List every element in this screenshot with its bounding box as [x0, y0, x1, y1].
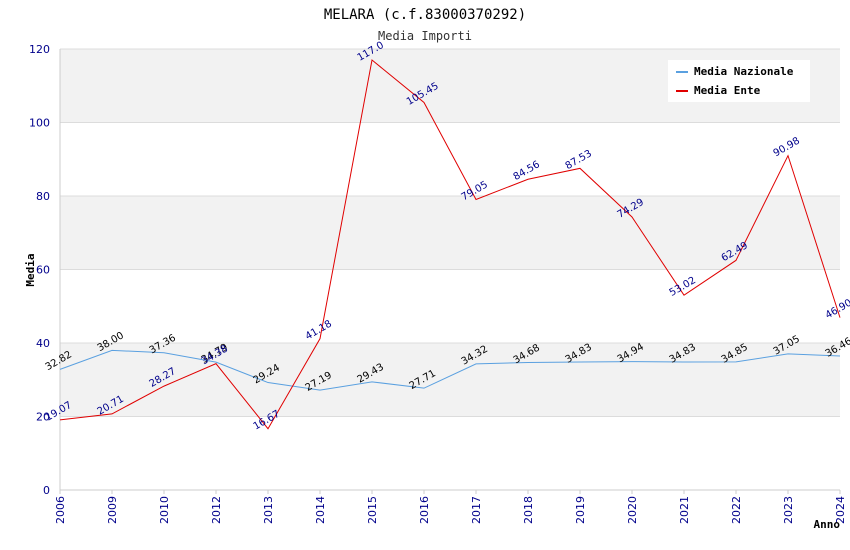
y-tick-label: 80	[36, 190, 50, 203]
y-axis-ticks: 0 20 40 60 80 100 120	[29, 43, 50, 497]
grid-band	[60, 196, 840, 270]
series-line-nazionale	[59, 349, 841, 391]
x-tick-label: 2018	[522, 496, 535, 524]
legend-box	[668, 60, 810, 102]
series-line-ente	[59, 59, 841, 430]
x-tick-label: 2024	[834, 496, 847, 524]
x-tick-label: 2009	[106, 496, 119, 524]
x-tick-label: 2013	[262, 496, 275, 524]
chart-subtitle: Media Importi	[378, 29, 472, 43]
legend-label-nazionale: Media Nazionale	[694, 65, 794, 78]
grid-band	[60, 416, 840, 490]
x-axis-ticks: 2006 2009 2010 2012 2013 2014 2015 2016 2017 2018…	[54, 490, 847, 524]
grid-band	[60, 343, 840, 417]
y-tick-label: 40	[36, 337, 50, 350]
x-tick-label: 2019	[574, 496, 587, 524]
grid-band	[60, 122, 840, 196]
legend: Media Nazionale Media Ente	[668, 60, 810, 102]
x-tick-label: 2021	[678, 496, 691, 524]
series-lines	[59, 59, 841, 430]
x-tick-label: 2016	[418, 496, 431, 524]
x-tick-label: 2014	[314, 496, 327, 524]
grid-band	[60, 269, 840, 343]
x-tick-label: 2012	[210, 496, 223, 524]
y-axis-label: Media	[24, 253, 37, 286]
y-tick-label: 20	[36, 411, 50, 424]
x-tick-label: 2020	[626, 496, 639, 524]
legend-label-ente: Media Ente	[694, 84, 761, 97]
x-axis-label: Anno	[814, 518, 841, 531]
x-tick-label: 2006	[54, 496, 67, 524]
chart-title: MELARA (c.f.83000370292)	[324, 7, 526, 23]
x-tick-label: 2015	[366, 496, 379, 524]
y-tick-label: 60	[36, 264, 50, 277]
x-tick-label: 2023	[782, 496, 795, 524]
y-tick-label: 0	[43, 484, 50, 497]
x-tick-label: 2017	[470, 496, 483, 524]
x-tick-label: 2010	[158, 496, 171, 524]
axes	[59, 49, 840, 491]
y-tick-label: 120	[29, 43, 50, 56]
x-tick-label: 2022	[730, 496, 743, 524]
y-tick-label: 100	[29, 117, 50, 130]
